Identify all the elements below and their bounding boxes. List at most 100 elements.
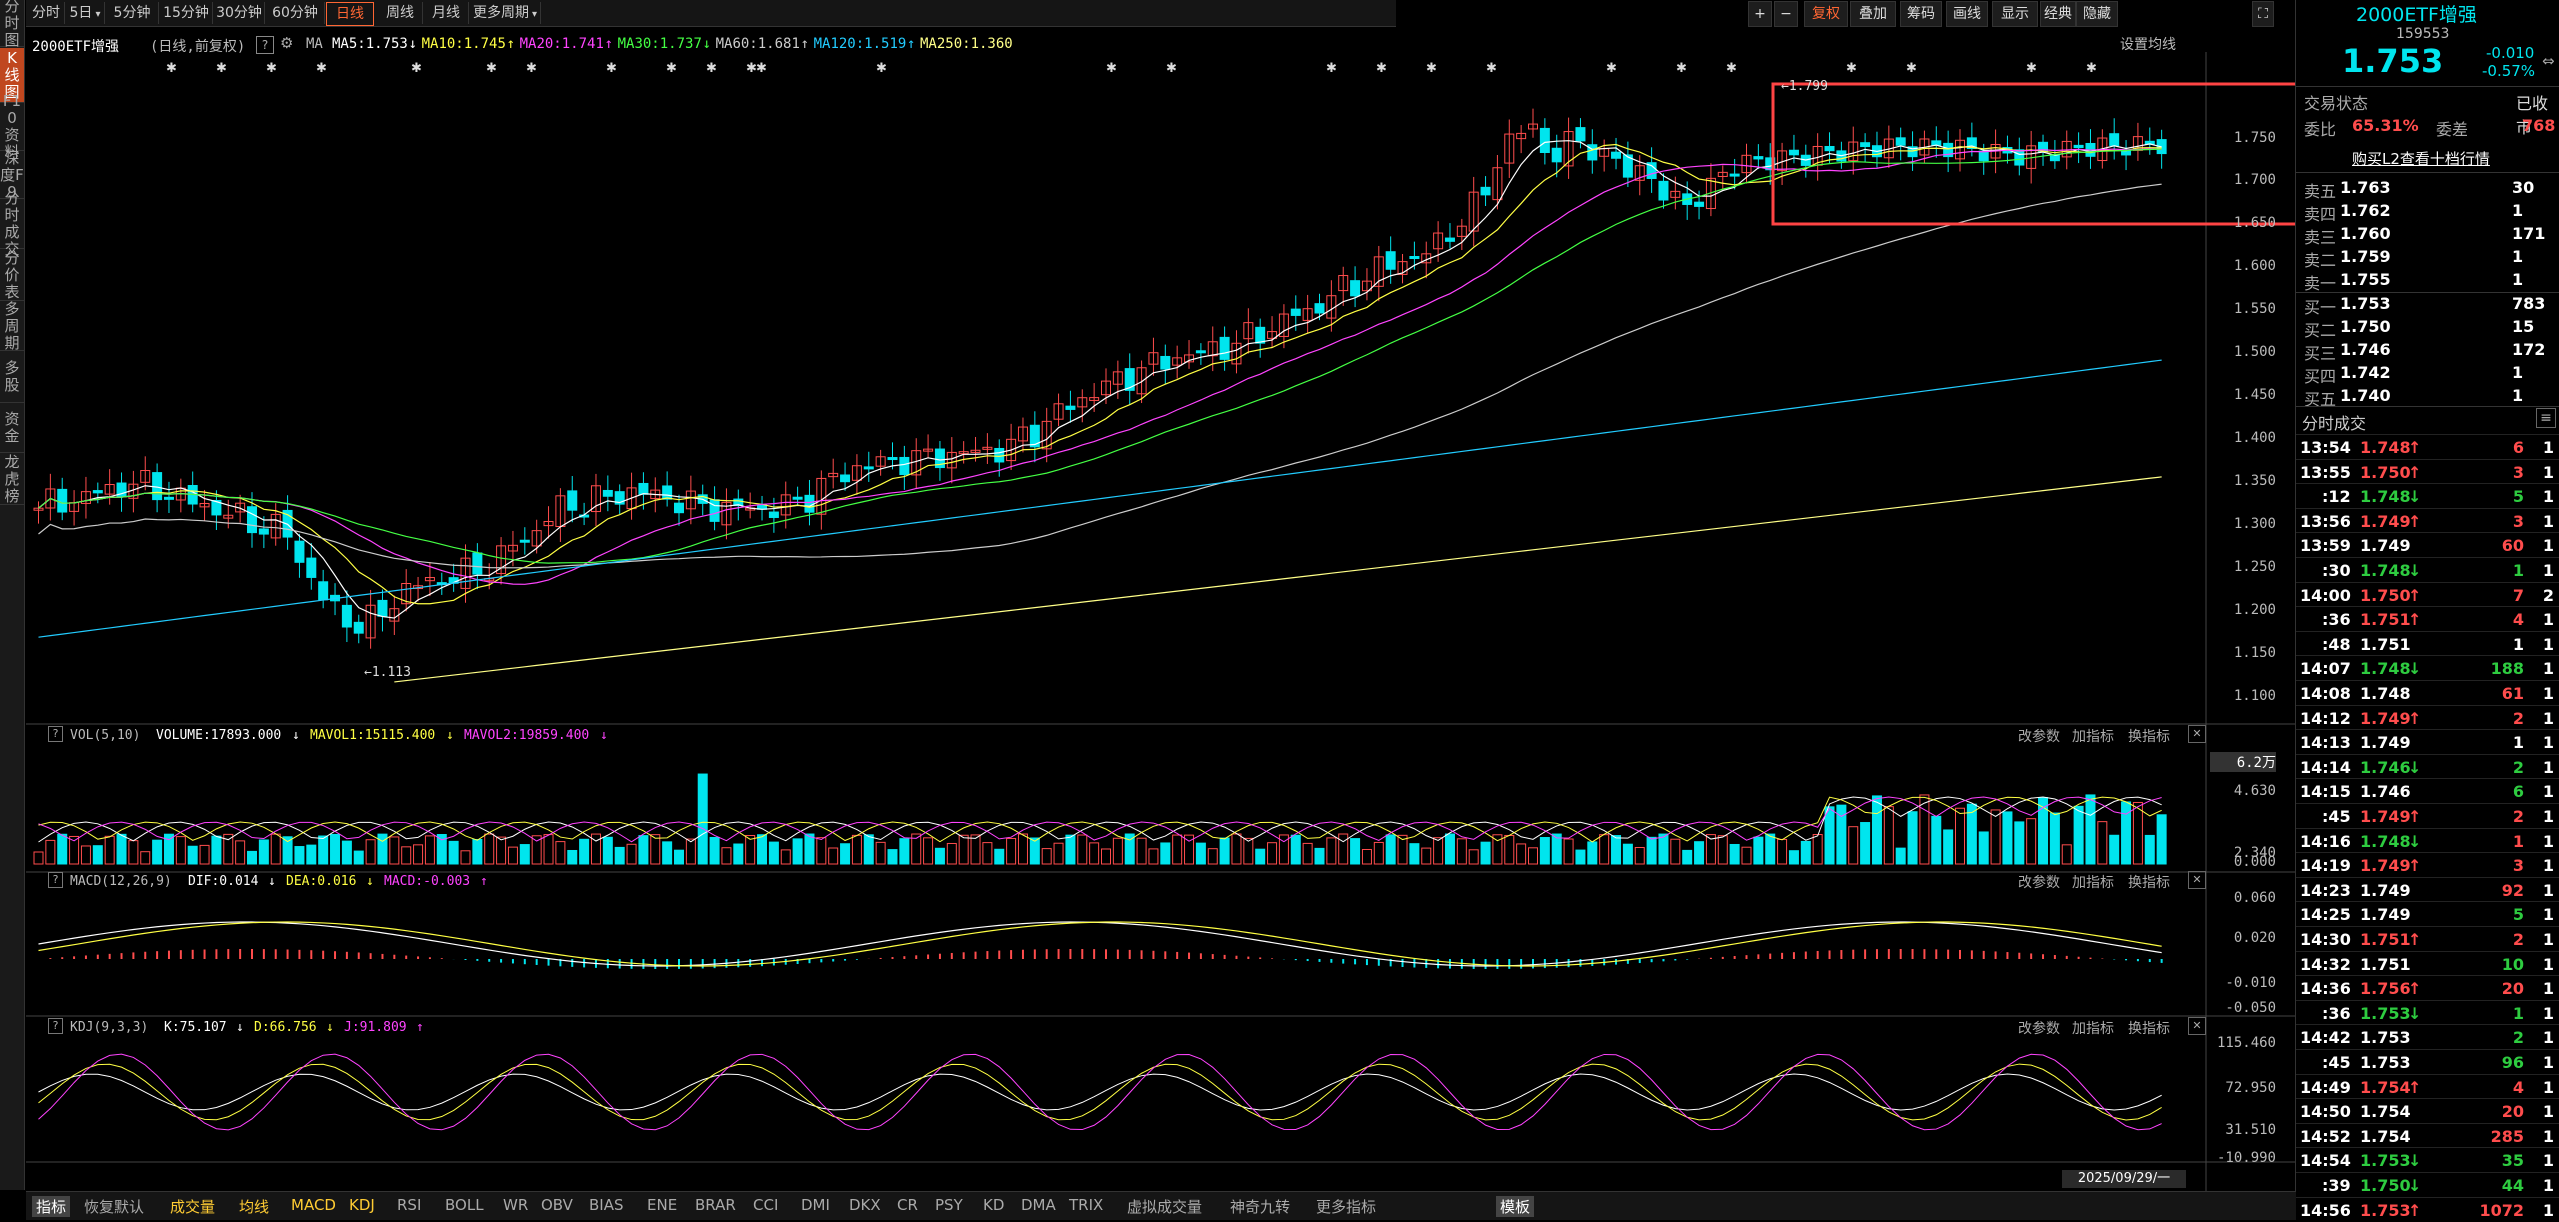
candle-body	[92, 490, 103, 494]
close-icon[interactable]: ✕	[2188, 725, 2206, 743]
tick-count: 1	[2542, 1151, 2554, 1171]
tick-row: 14:30 1.751 ↑ 2 1	[2296, 926, 2559, 952]
period-9[interactable]: 更多周期 ▾	[470, 2, 541, 24]
indicator-tab-17[interactable]: PSY	[935, 1196, 963, 1214]
period-5[interactable]: 60分钟	[266, 2, 325, 24]
indicator-tab-8[interactable]: WR	[503, 1196, 529, 1214]
indicator-tab-21[interactable]: 虚拟成交量	[1127, 1198, 1203, 1216]
left-tab-9[interactable]: 龙虎榜	[0, 453, 24, 505]
close-icon[interactable]: ✕	[2188, 1017, 2206, 1035]
toolbar-right-1[interactable]: −	[1774, 1, 1798, 27]
indicator-tab-2[interactable]: 成交量	[170, 1198, 216, 1216]
indicator-tab-12[interactable]: BRAR	[695, 1196, 736, 1214]
period-6[interactable]: 日线	[326, 2, 374, 26]
indicator-tab-23[interactable]: 更多指标	[1316, 1198, 1377, 1216]
help-icon[interactable]: ?	[48, 726, 63, 742]
indicator-tab-14[interactable]: DMI	[801, 1196, 830, 1214]
tick-price: 1.746	[2360, 757, 2411, 777]
help-icon[interactable]: ?	[48, 872, 63, 888]
indicator-tab-0[interactable]: 指标	[32, 1196, 71, 1217]
panel-button-1[interactable]: 加指标	[2072, 1021, 2114, 1037]
bid-label: 买四	[2304, 367, 2337, 386]
indicator-tab-13[interactable]: CCI	[753, 1196, 779, 1214]
indicator-tab-10[interactable]: BIAS	[589, 1196, 624, 1214]
toolbar-right-5[interactable]: 画线	[1946, 1, 1988, 27]
indicator-tab-11[interactable]: ENE	[647, 1196, 678, 1214]
candle-body	[1006, 438, 1017, 462]
indicator-tab-4[interactable]: MACD	[291, 1196, 336, 1214]
panel-button-0[interactable]: 改参数	[2018, 1021, 2060, 1037]
left-tab-3[interactable]: 深度F9	[0, 148, 24, 201]
set-ma-button[interactable]: 设置均线	[2120, 37, 2176, 53]
indicator-tab-20[interactable]: TRIX	[1069, 1196, 1104, 1214]
period-1[interactable]: 5日 ▾	[66, 2, 105, 24]
tick-count: 1	[2542, 979, 2554, 999]
candle-body	[1563, 131, 1574, 167]
ask-label: 卖一	[2304, 274, 2337, 293]
toolbar-right-7[interactable]: 经典	[2040, 1, 2076, 27]
indicator-tab-15[interactable]: DKX	[849, 1196, 881, 1214]
l2-link[interactable]: 购买L2查看十档行情	[2352, 150, 2490, 168]
indicator-tab-19[interactable]: DMA	[1021, 1196, 1056, 1214]
menu-icon[interactable]: ≡	[2536, 408, 2556, 428]
left-tab-4[interactable]: 分时成交	[0, 190, 24, 258]
period-8[interactable]: 月线	[424, 2, 469, 24]
toolbar-right-3[interactable]: 叠加	[1850, 1, 1896, 27]
left-tab-8[interactable]: 资金	[0, 404, 24, 453]
left-tab-0[interactable]: 分时图	[0, 0, 24, 48]
kline-chart-area[interactable]: ←1.799←1.113✱✱✱✱✱✱✱✱✱✱✱✱✱✱✱✱✱✱✱✱✱✱✱✱✱✱04…	[26, 52, 2296, 1192]
period-4[interactable]: 30分钟	[214, 2, 265, 24]
indicator-tab-6[interactable]: RSI	[397, 1196, 422, 1214]
volume-bar	[1575, 849, 1586, 865]
tick-price: 1.751	[2360, 634, 2411, 654]
indicator-tab-22[interactable]: 神奇九转	[1230, 1198, 1291, 1216]
panel-button-0[interactable]: 改参数	[2018, 875, 2060, 891]
left-tab-2[interactable]: F10资料	[0, 93, 24, 161]
ma-line-60	[38, 183, 2162, 569]
indicator-tab-16[interactable]: CR	[897, 1196, 918, 1214]
tick-row: :45 1.749 ↑ 2 1	[2296, 803, 2559, 829]
indicator-tab-9[interactable]: OBV	[541, 1196, 573, 1214]
toolbar-right-2[interactable]: 复权	[1804, 1, 1848, 27]
fullscreen-icon[interactable]: ⛶	[2252, 1, 2274, 27]
panel-button-1[interactable]: 加指标	[2072, 729, 2114, 745]
volume-bar	[970, 834, 981, 865]
help-icon[interactable]: ?	[256, 36, 274, 54]
gear-icon[interactable]: ⚙	[280, 34, 294, 52]
toolbar-right-8[interactable]: 隐藏	[2076, 1, 2118, 27]
indicator-tab-1[interactable]: 恢复默认	[84, 1198, 145, 1216]
toolbar-right-6[interactable]: 显示	[1992, 1, 2038, 27]
volume-bar	[1492, 834, 1503, 865]
period-3[interactable]: 15分钟	[160, 2, 213, 24]
indicator-tab-5[interactable]: KDJ	[349, 1196, 375, 1214]
toolbar-right-4[interactable]: 筹码	[1900, 1, 1942, 27]
panel-button-2[interactable]: 换指标	[2128, 875, 2170, 891]
candle-body	[152, 472, 163, 501]
left-tab-5[interactable]: 分价表	[0, 249, 24, 301]
indicator-tab-24[interactable]: 模板	[1496, 1196, 1535, 1217]
volume-bar	[389, 836, 400, 865]
left-tab-7[interactable]: 多股	[0, 352, 24, 403]
panel-button-2[interactable]: 换指标	[2128, 1021, 2170, 1037]
period-0[interactable]: 分时	[28, 2, 65, 24]
help-icon[interactable]: ?	[48, 1018, 63, 1034]
panel-button-1[interactable]: 加指标	[2072, 875, 2114, 891]
side-toggle-icon[interactable]: ⇔	[2542, 52, 2555, 70]
volume-bar	[57, 833, 68, 865]
panel-button-2[interactable]: 换指标	[2128, 729, 2170, 745]
toolbar-right-0[interactable]: +	[1748, 1, 1772, 27]
period-2[interactable]: 5分钟	[106, 2, 159, 24]
indicator-tab-7[interactable]: BOLL	[445, 1196, 484, 1214]
chart-header: 2000ETF增强 (日线,前复权) ? ⚙ MA MA5:1.753 ↓ MA10…	[30, 30, 2210, 55]
indicator-tab-18[interactable]: KD	[983, 1196, 1005, 1214]
arrow-up-icon: ↑	[416, 1020, 424, 1035]
chevron-down-icon: ▾	[95, 9, 101, 20]
panel-button-0[interactable]: 改参数	[2018, 729, 2060, 745]
indicator-tab-3[interactable]: 均线	[239, 1198, 270, 1216]
close-icon[interactable]: ✕	[2188, 871, 2206, 889]
period-toolbar: 分时 5日 ▾ 5分钟 15分钟 30分钟 60分钟 日线 周线 月线 更多周期 ▾ + − 复权 叠加 筹码画…	[26, 0, 2274, 27]
candle-body	[887, 457, 898, 461]
left-tab-1[interactable]: K线图	[0, 48, 24, 103]
period-7[interactable]: 周线	[378, 2, 423, 24]
left-tab-6[interactable]: 多周期	[0, 300, 24, 351]
